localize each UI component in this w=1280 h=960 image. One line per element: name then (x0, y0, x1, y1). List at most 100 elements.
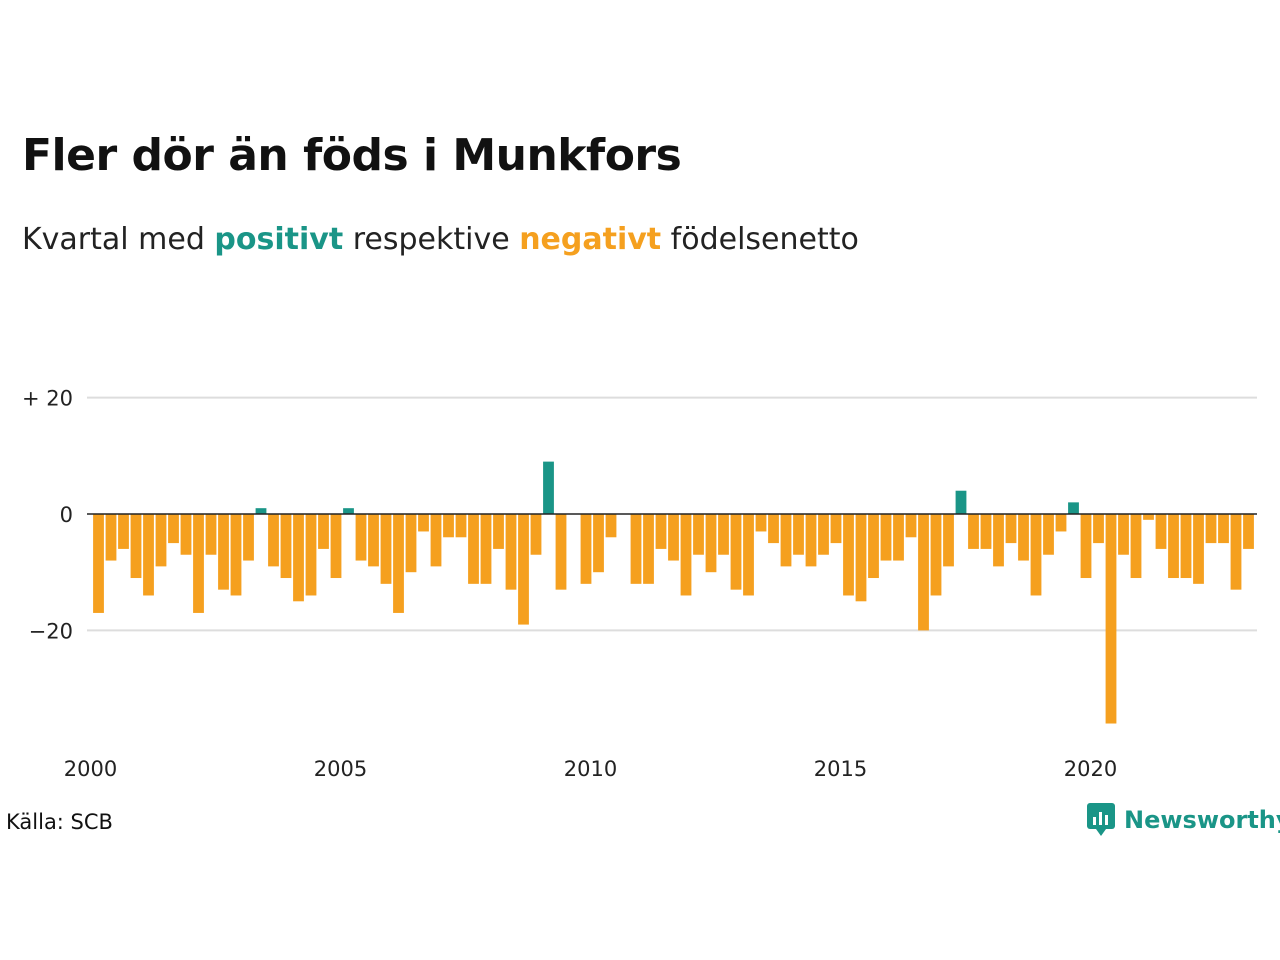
bar (1218, 514, 1229, 544)
bar (1055, 514, 1067, 532)
bar (443, 514, 454, 538)
newsworthy-logo[interactable]: Newsworthy (1086, 802, 1280, 838)
bar (868, 514, 879, 579)
bar (380, 514, 392, 584)
bar (1030, 514, 1042, 596)
newsworthy-brand: Newsworthy (1124, 806, 1280, 834)
bar (493, 514, 504, 549)
bar (768, 514, 779, 544)
bar (130, 514, 142, 579)
bar (243, 514, 254, 561)
bar-chart: + 20 0 −20 2000 2005 2010 2015 2020 (22, 387, 1257, 781)
bar (555, 514, 567, 590)
bar (718, 514, 729, 555)
bar (343, 508, 354, 514)
bar (1205, 514, 1217, 544)
bar (430, 514, 442, 567)
bar (293, 514, 304, 602)
subtitle-negative: negativt (519, 222, 662, 257)
bar (1105, 514, 1117, 724)
bar (93, 514, 104, 613)
bar (818, 514, 829, 555)
bar (1230, 514, 1242, 590)
bar (543, 461, 554, 514)
bar (218, 514, 229, 590)
bar (1243, 514, 1254, 549)
bar (205, 514, 217, 555)
chart-title: Fler dör än föds i Munkfors (22, 130, 682, 181)
bar (118, 514, 129, 549)
bar (930, 514, 942, 596)
bar (743, 514, 754, 596)
bar (1143, 514, 1154, 520)
bar (918, 514, 929, 631)
bar (1130, 514, 1142, 579)
newsworthy-logo-icon (1087, 803, 1115, 836)
bar (230, 514, 242, 596)
bar (393, 514, 404, 613)
bar (905, 514, 917, 538)
x-tick-label: 2020 (1064, 757, 1117, 781)
bar (1118, 514, 1129, 555)
bar (180, 514, 192, 555)
bar (780, 514, 792, 567)
bar (668, 514, 679, 561)
bar (693, 514, 704, 555)
bar (318, 514, 329, 549)
bar (955, 490, 967, 514)
bar (305, 514, 317, 596)
bar (418, 514, 429, 532)
bar (518, 514, 529, 625)
x-tick-label: 2005 (314, 757, 367, 781)
bar (980, 514, 992, 549)
y-tick-label: + 20 (22, 387, 73, 411)
bar (480, 514, 492, 584)
bar (755, 514, 767, 532)
bar (193, 514, 204, 613)
bar (1080, 514, 1092, 579)
bar (280, 514, 292, 579)
bar (105, 514, 117, 561)
bar (793, 514, 804, 555)
bar (355, 514, 367, 561)
bar (843, 514, 854, 596)
bar (155, 514, 167, 567)
x-tick-label: 2015 (814, 757, 867, 781)
bar (893, 514, 904, 561)
bar (1093, 514, 1104, 544)
bar (643, 514, 654, 584)
y-tick-label: −20 (29, 619, 73, 643)
subtitle-prefix: Kvartal med (22, 222, 215, 257)
bar (630, 514, 642, 584)
x-tick-label: 2000 (64, 757, 117, 781)
bar (1193, 514, 1204, 584)
bar (593, 514, 604, 573)
bar (1005, 514, 1017, 544)
chart-subtitle: Kvartal med positivt respektive negativt… (22, 222, 859, 257)
bar (1155, 514, 1167, 549)
bar (880, 514, 892, 561)
bar (993, 514, 1004, 567)
bar (680, 514, 692, 596)
bar (705, 514, 717, 573)
y-tick-label: 0 (60, 503, 73, 527)
bar (505, 514, 517, 590)
bar (143, 514, 154, 596)
subtitle-suffix: födelsenetto (661, 222, 859, 257)
bar (368, 514, 379, 567)
x-tick-label: 2010 (564, 757, 617, 781)
bar (605, 514, 617, 538)
bar (1068, 502, 1079, 514)
bar (1168, 514, 1179, 579)
bar (330, 514, 342, 579)
bar (455, 514, 467, 538)
source-label: Källa: SCB (6, 810, 113, 834)
bar (1043, 514, 1054, 555)
bar (405, 514, 417, 573)
bar (530, 514, 542, 555)
bar (1180, 514, 1192, 579)
bar (855, 514, 867, 602)
bar (943, 514, 954, 567)
bar (730, 514, 742, 590)
bar (468, 514, 479, 584)
